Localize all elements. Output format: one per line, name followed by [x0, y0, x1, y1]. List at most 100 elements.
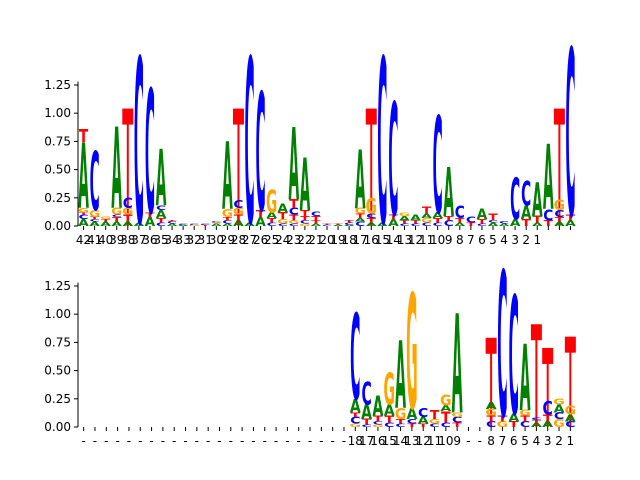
logo-letter-G: G: [421, 217, 432, 225]
logo-letter-A: A: [406, 406, 417, 424]
logo-letter-G: G: [553, 417, 565, 430]
x-tick-label: 7: [467, 233, 475, 247]
gap-marker: [553, 108, 565, 125]
logo-letter-A: A: [211, 224, 222, 227]
logo-letter-T: T: [234, 213, 244, 222]
x-tick-label: 19: [330, 233, 345, 247]
logo-letter-A: A: [542, 420, 553, 430]
x-tick-label: 9: [445, 233, 453, 247]
x-tick-label: -: [297, 434, 301, 448]
x-tick-label: 29: [220, 233, 235, 247]
gap-marker: [232, 108, 244, 125]
x-tick-label: -: [81, 434, 85, 448]
x-tick-label: 26: [253, 233, 268, 247]
x-tick-label: -: [466, 434, 470, 448]
logo-letter-C: C: [499, 221, 509, 224]
x-tick-label: 1: [533, 233, 541, 247]
logo-letter-T: T: [278, 211, 287, 222]
x-tick-label: 4: [533, 434, 541, 448]
x-tick-label: 12: [416, 434, 431, 448]
x-tick-label: 16: [364, 233, 379, 247]
logo-letter-T: T: [156, 217, 166, 225]
logo-letter-A: A: [554, 402, 565, 415]
x-tick-label: 24: [275, 233, 290, 247]
y-tick-label: 0.50: [44, 163, 71, 177]
logo-letter-A: A: [78, 127, 89, 230]
x-tick-label: -: [217, 434, 221, 448]
logo-letter-T: T: [509, 420, 519, 430]
logo-letter-G: G: [372, 425, 384, 428]
logo-letter-A: A: [111, 104, 122, 235]
gap-marker: [542, 347, 554, 364]
logo-letter-C: C: [311, 210, 321, 218]
x-tick-label: 13: [397, 233, 412, 247]
x-tick-label: 38: [120, 233, 135, 247]
x-tick-label: 35: [153, 233, 168, 247]
x-tick-label: -: [127, 434, 131, 448]
x-tick-label: 3: [544, 434, 552, 448]
logo-letter-C: C: [407, 418, 417, 425]
gap-marker: [564, 336, 576, 353]
x-tick-label: -: [195, 434, 199, 448]
logo-letter-C: C: [300, 220, 310, 225]
logo-letter-C: C: [200, 224, 210, 226]
logo-letter-T: T: [543, 413, 554, 424]
logo-letter-A: A: [477, 207, 488, 223]
gap-marker: [122, 108, 134, 125]
y-tick-label: 0.75: [44, 335, 71, 349]
logo-letter-T: T: [555, 216, 565, 224]
x-tick-label: 5: [489, 233, 497, 247]
x-tick-label: 11: [419, 233, 434, 247]
x-tick-label: 2: [555, 434, 563, 448]
logo-letter-C: C: [90, 219, 100, 222]
x-tick-label: 36: [142, 233, 157, 247]
logo-letter-A: A: [222, 224, 233, 227]
logo-letter-T: T: [112, 216, 122, 224]
logo-letter-T: T: [90, 217, 100, 220]
x-tick-label: 31: [198, 233, 213, 247]
logo-letter-G: G: [266, 184, 277, 220]
x-tick-label: 14: [393, 434, 408, 448]
logo-letter-T: T: [566, 213, 576, 222]
y-tick-label: 1.00: [44, 307, 71, 321]
x-tick-label: 14: [386, 233, 401, 247]
logo-letter-A: A: [344, 225, 355, 227]
x-tick-label: 7: [499, 434, 507, 448]
x-tick-label: 6: [510, 434, 518, 448]
y-tick-label: 1.25: [44, 78, 71, 92]
x-tick-label: 27: [242, 233, 257, 247]
logo-letter-C: C: [267, 222, 277, 227]
logo-letter-G: G: [497, 420, 509, 430]
logo-letter-A: A: [233, 219, 244, 228]
x-tick-label: -: [274, 434, 278, 448]
logo-letter-C: C: [78, 213, 88, 221]
logo-letter-C: C: [167, 221, 177, 224]
y-tick-label: 0.25: [44, 392, 71, 406]
logo-letter-A: A: [531, 421, 543, 428]
logo-letter-C: C: [455, 203, 465, 223]
logo-letter-T: T: [145, 211, 155, 219]
logo-letter-C: C: [497, 232, 507, 463]
logo-letter-C: C: [134, 12, 144, 276]
x-tick-label: -: [308, 434, 312, 448]
logo-letter-T: T: [466, 222, 475, 227]
logo-letter-G: G: [222, 207, 233, 219]
logo-letter-C: C: [565, 4, 575, 269]
x-tick-label: -: [285, 434, 289, 448]
logo-letter-T: T: [422, 205, 431, 216]
logo-letter-A: A: [565, 219, 576, 228]
logo-letter-G: G: [554, 198, 565, 214]
x-tick-label: 40: [98, 233, 113, 247]
logo-letter-A: A: [488, 222, 499, 227]
x-tick-label: -: [319, 434, 323, 448]
logo-letter-G: G: [429, 418, 441, 425]
x-tick-label: 37: [131, 233, 146, 247]
logo-letter-C: C: [554, 411, 564, 422]
x-tick-label: 18: [348, 434, 363, 448]
logo-letter-G: G: [100, 217, 111, 220]
logo-letter-C: C: [344, 222, 354, 225]
logo-letter-T: T: [400, 220, 409, 225]
logo-letter-G: G: [366, 194, 377, 219]
logo-letter-C: C: [189, 224, 199, 226]
